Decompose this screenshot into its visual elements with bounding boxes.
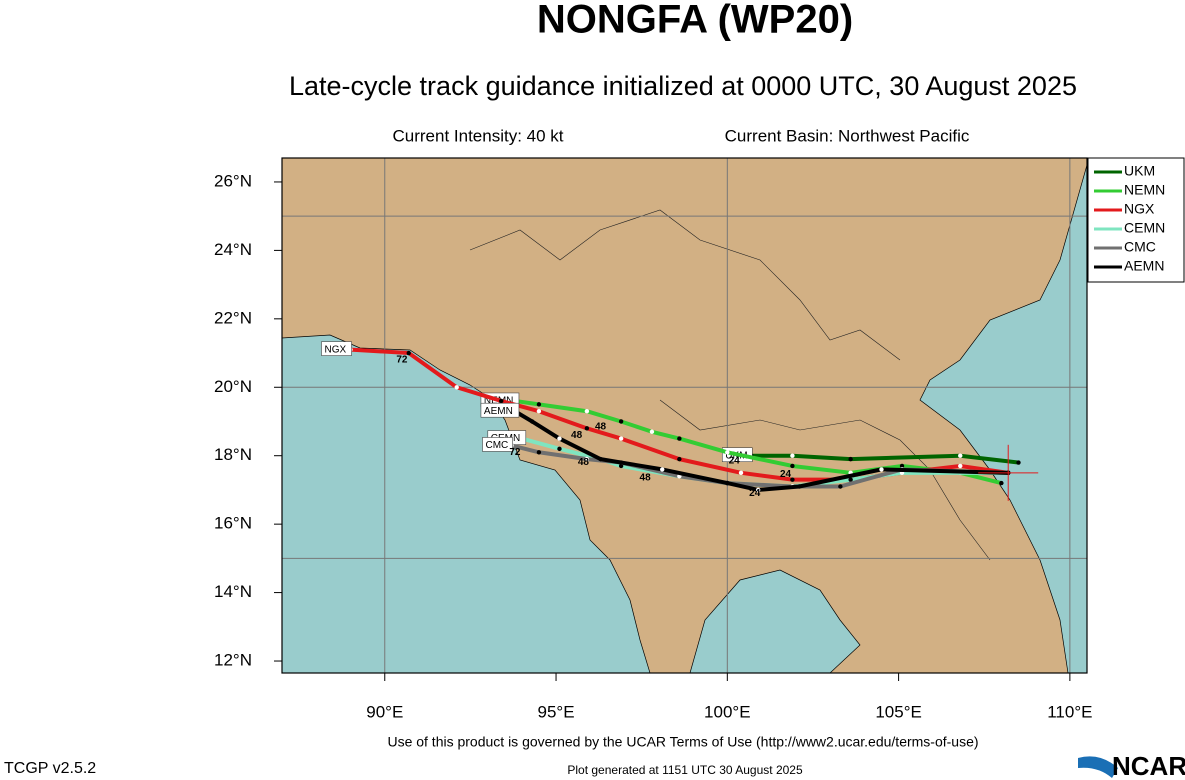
subtitle: Late-cycle track guidance initialized at… [289, 71, 1077, 101]
y-tick-label: 18°N [214, 445, 252, 464]
title: NONGFA (WP20) [537, 0, 853, 42]
y-tick-label: 14°N [214, 582, 252, 601]
y-tick-label: 16°N [214, 514, 252, 533]
intensity: Current Intensity: 40 kt [392, 126, 563, 145]
logo-swoosh [1078, 756, 1118, 778]
track-name: AEMN [484, 406, 513, 417]
grid [282, 158, 1087, 673]
track-point [618, 419, 624, 424]
hour-label: 24 [729, 455, 741, 466]
track-name: NGX [325, 344, 347, 355]
y-tick-label: 22°N [214, 308, 252, 327]
y-tick-label: 20°N [214, 377, 252, 396]
track-point [649, 429, 655, 434]
basemap [282, 158, 1087, 673]
track-point [499, 398, 504, 404]
track-point [848, 477, 853, 482]
track-end-label: CMC [482, 437, 513, 452]
legend-label: NEMN [1124, 182, 1165, 198]
track-line [513, 409, 1009, 492]
version: TCGP v2.5.2 [4, 760, 96, 777]
track-point [536, 409, 542, 414]
track-point [848, 456, 853, 462]
track-point [660, 467, 665, 472]
x-tick-label: 110°E [1047, 702, 1092, 721]
track-point [584, 409, 590, 414]
track-point [999, 480, 1004, 486]
track-point [677, 456, 682, 462]
hour-label: 48 [595, 421, 607, 432]
axes: 90°E 95°E 100°E 105°E 110°E 12°N 14°N 16°N 18°N 2… [214, 171, 1092, 721]
track-point [755, 487, 761, 493]
track-point [790, 453, 795, 458]
track-end-label: NGX [321, 341, 352, 356]
hour-label: 72 [396, 355, 408, 366]
track-point [557, 446, 562, 452]
track-point [557, 436, 562, 441]
x-tick-label: 90°E [366, 702, 403, 721]
track-point [725, 450, 730, 455]
track-point [454, 385, 459, 390]
track-point [618, 436, 624, 441]
y-tick-label: 24°N [214, 240, 252, 259]
track-point [598, 456, 603, 462]
legend-label: AEMN [1124, 258, 1164, 274]
track-point [790, 477, 795, 482]
y-tick-label: 12°N [214, 651, 252, 670]
legend-label: CEMN [1124, 220, 1165, 236]
y-tick-label: 26°N [214, 171, 252, 190]
hour-label: 48 [640, 473, 652, 484]
track-point [797, 484, 802, 489]
legend-label: CMC [1124, 239, 1156, 255]
track-end-label: AEMN [480, 402, 520, 418]
track-point [536, 450, 542, 455]
track-name: CMC [486, 440, 509, 451]
legend-label: UKM [1124, 163, 1155, 179]
track-point [536, 402, 542, 407]
track-point [958, 453, 963, 458]
terms: Use of this product is governed by the U… [387, 734, 978, 750]
basin: Current Basin: Northwest Pacific [725, 126, 970, 145]
south-china-sea [919, 164, 1087, 673]
map-frame [281, 157, 1088, 674]
hour-label: 72 [509, 447, 521, 458]
track-point [790, 463, 795, 469]
label-box [480, 402, 520, 418]
ncar-logo: NCAR [1078, 751, 1185, 780]
x-tick-label: 105°E [875, 702, 922, 721]
track-point [1016, 460, 1021, 465]
track-point [738, 470, 744, 476]
track-line [514, 398, 1002, 486]
track-point [584, 426, 590, 431]
label-box [482, 437, 513, 452]
track-point [958, 463, 963, 469]
track-point [899, 463, 905, 469]
label-box [321, 341, 352, 356]
track-point [838, 484, 843, 489]
borders [659, 399, 991, 561]
hour-label: 24 [780, 469, 792, 480]
bay-of-bengal [282, 334, 651, 673]
hour-label: 48 [578, 457, 590, 468]
legend: UKM NEMN NGX CEMN CMC AEMN [1094, 163, 1165, 274]
generated: Plot generated at 1151 UTC 30 August 202… [567, 763, 803, 777]
legend-box [1087, 157, 1185, 283]
logo-text: NCAR [1112, 751, 1185, 780]
tracks: UKMNEMNNGXCEMNCMCAEMN724848242424487248 [321, 341, 1039, 501]
track-point [725, 480, 730, 486]
legend-label: NGX [1124, 201, 1155, 217]
x-tick-label: 95°E [538, 702, 575, 721]
hour-label: 24 [749, 488, 761, 499]
track-point [584, 456, 590, 462]
track-point [677, 436, 682, 441]
track-point [879, 467, 884, 472]
x-tick-label: 100°E [704, 702, 751, 721]
gulf-of-thailand [689, 569, 861, 673]
borders [469, 209, 901, 361]
track-point [618, 463, 624, 469]
track-point [406, 350, 411, 356]
track-point [529, 419, 535, 424]
hour-label: 48 [571, 430, 583, 441]
